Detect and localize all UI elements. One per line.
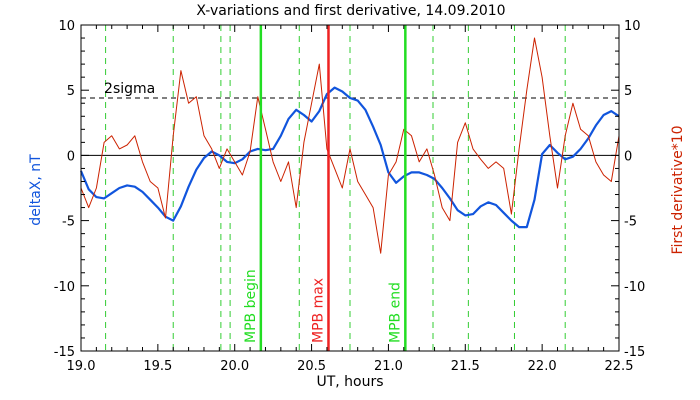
x-tick-label-2: 20.0: [220, 359, 249, 374]
plot-layer: 2sigma MPB begin MPB max MPB end 19.0 19.5 20.…: [54, 19, 645, 374]
x-tick-label-4: 21.0: [374, 359, 403, 374]
x-axis-title: UT, hours: [316, 374, 383, 390]
y-left-tick-label-1: -10: [54, 280, 75, 295]
y-right-tick-label-5: 10: [624, 19, 641, 34]
x-tick-label-3: 20.5: [297, 359, 326, 374]
series-line-1: [80, 37, 620, 254]
x-tick-label-7: 22.5: [605, 359, 634, 374]
x-tick-label-0: 19.0: [67, 359, 96, 374]
chart-title: X-variations and first derivative, 14.09…: [196, 3, 505, 19]
y-right-tick-label-3: 0: [624, 149, 632, 164]
plot-frame: [80, 24, 620, 352]
y-left-tick-label-4: 5: [67, 84, 75, 99]
y-right-tick-label-1: -10: [624, 280, 645, 295]
x-tick-label-5: 21.5: [451, 359, 480, 374]
series-line-0: [79, 86, 620, 229]
x-tick-label-6: 22.0: [528, 359, 557, 374]
y-left-tick-label-3: 0: [67, 149, 75, 164]
y-right-axis-title: First derivative*10: [670, 125, 686, 254]
y-right-tick-label-2: -5: [624, 215, 637, 230]
threshold-label: 2sigma: [104, 81, 155, 97]
y-left-tick-label-0: -15: [54, 345, 75, 360]
x-tick-label-1: 19.5: [143, 359, 172, 374]
marker-label-1: MPB max: [310, 278, 326, 343]
y-right-tick-label-4: 5: [624, 84, 632, 99]
y-right-tick-label-0: -15: [624, 345, 645, 360]
marker-label-2: MPB end: [387, 282, 403, 343]
y-left-axis-title: deltaX, nT: [28, 154, 44, 226]
marker-label-0: MPB begin: [243, 269, 259, 343]
y-left-tick-label-2: -5: [62, 215, 75, 230]
y-left-tick-label-5: 10: [58, 19, 75, 34]
